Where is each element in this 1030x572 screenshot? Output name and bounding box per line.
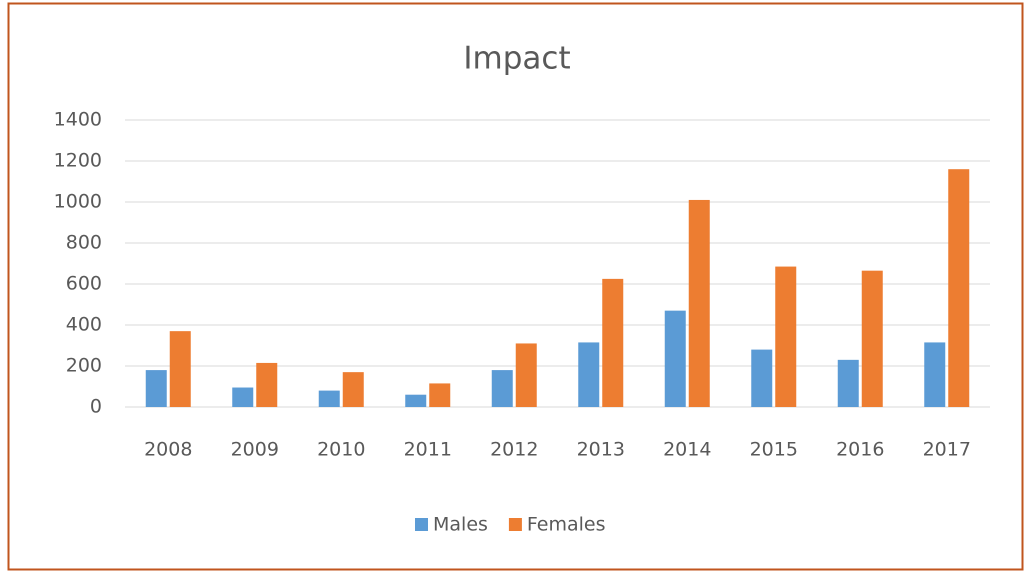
bar	[578, 342, 600, 407]
bar	[429, 383, 451, 407]
bar	[924, 342, 946, 407]
bar	[837, 359, 859, 407]
y-tick-label: 1200	[54, 150, 102, 172]
bar	[775, 266, 797, 407]
bar	[948, 169, 970, 407]
bar	[664, 310, 686, 407]
frame	[7, 2, 1024, 571]
x-tick-label: 2012	[490, 439, 538, 461]
bar	[751, 349, 773, 407]
bar	[491, 370, 513, 407]
y-tick-label: 600	[66, 273, 102, 295]
bar	[342, 372, 364, 407]
x-tick-label: 2011	[404, 439, 452, 461]
legend-swatch	[508, 518, 522, 531]
y-tick-label: 400	[66, 314, 102, 336]
x-tick-label: 2014	[663, 439, 711, 461]
bar	[169, 331, 191, 407]
legend-swatch	[415, 518, 428, 531]
bar	[145, 370, 167, 407]
legend-label: Females	[527, 514, 606, 536]
legend-label: Males	[433, 514, 488, 536]
bar	[688, 199, 710, 407]
y-tick-label: 1400	[54, 109, 102, 131]
x-tick-label: 2015	[750, 439, 798, 461]
bar	[861, 270, 883, 407]
bar	[232, 387, 254, 407]
y-tick-label: 0	[90, 396, 102, 418]
x-tick-label: 2009	[231, 439, 279, 461]
x-tick-label: 2016	[836, 439, 884, 461]
x-tick-label: 2010	[317, 439, 365, 461]
bar	[515, 343, 537, 407]
bar	[256, 362, 278, 407]
bar	[318, 390, 340, 407]
x-tick-label: 2013	[577, 439, 625, 461]
chart-title: Impact	[463, 41, 570, 77]
y-tick-label: 200	[66, 355, 102, 377]
y-tick-label: 1000	[54, 191, 102, 213]
y-tick-label: 800	[66, 232, 102, 254]
bar	[602, 278, 624, 407]
x-tick-label: 2008	[144, 439, 192, 461]
bar	[405, 394, 427, 407]
x-tick-label: 2017	[923, 439, 971, 461]
